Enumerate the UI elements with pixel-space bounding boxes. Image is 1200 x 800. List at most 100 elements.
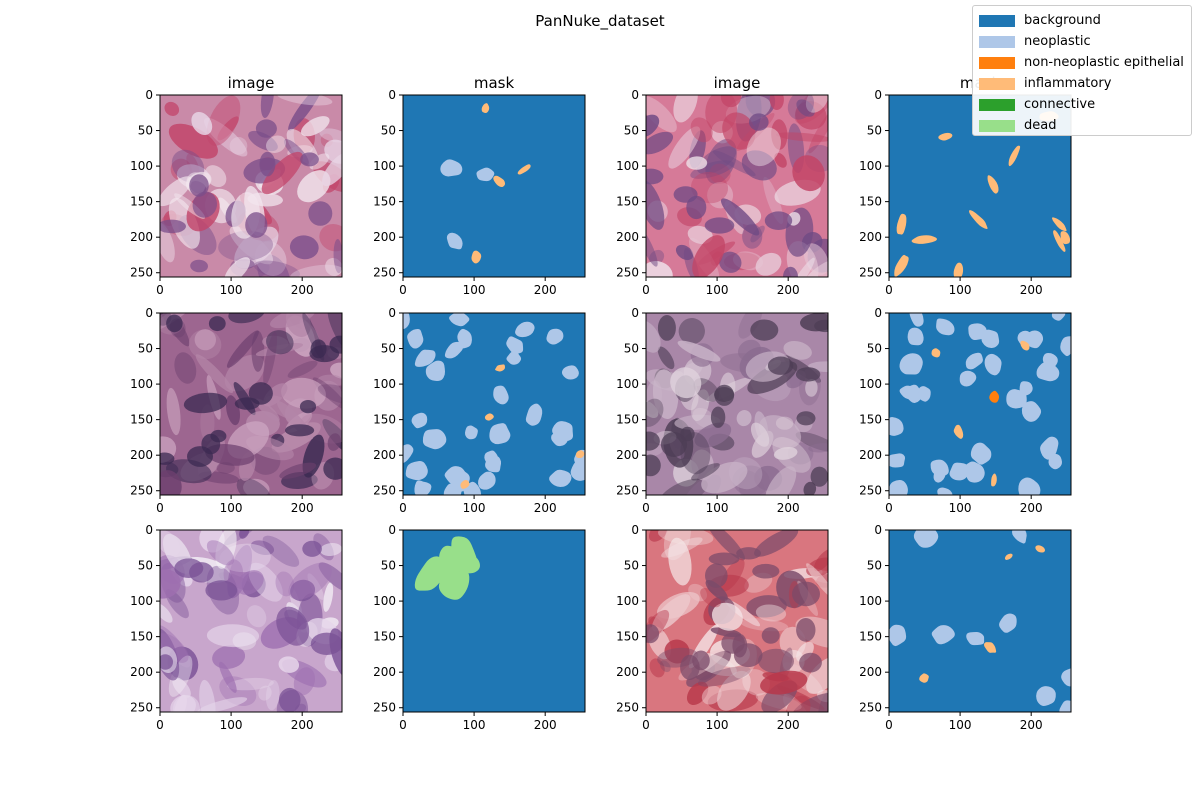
mask-region-neoplastic [899, 353, 923, 375]
segmentation-mask [403, 95, 585, 277]
mask-region-dead [414, 556, 444, 591]
tissue-texture [686, 156, 708, 170]
y-tick-label: 150 [373, 195, 396, 209]
tissue-texture [785, 695, 811, 712]
tissue-texture [204, 117, 248, 157]
mask-background [403, 95, 585, 277]
nucleus [299, 400, 317, 414]
nucleus [736, 547, 761, 560]
axes-frame [888, 312, 1072, 496]
tissue-texture [737, 339, 761, 361]
nucleus [752, 563, 780, 579]
mask-region-neoplastic [930, 459, 949, 477]
tissue-texture [646, 226, 658, 267]
nucleus [708, 552, 740, 566]
mask-region-neoplastic [981, 329, 1000, 349]
y-tick-label: 0 [388, 306, 396, 320]
segmentation-mask [889, 530, 1071, 712]
nucleus [680, 654, 700, 681]
mask-region-inflammatory [894, 254, 909, 277]
legend-label: dead [1024, 118, 1057, 133]
tissue-image [160, 313, 342, 495]
y-tick-label: 100 [616, 159, 639, 173]
axes-frame [645, 529, 829, 713]
panel-title: image [714, 74, 761, 92]
y-tick-label: 50 [381, 559, 396, 573]
mask-region-neoplastic [411, 412, 428, 429]
tissue-texture [229, 137, 248, 155]
y-tick-label: 0 [631, 306, 639, 320]
y-tick-label: 150 [130, 413, 153, 427]
tissue-texture [323, 582, 334, 612]
mask-region-inflammatory [493, 175, 506, 187]
tissue-texture [746, 127, 781, 167]
y-tick-label: 150 [616, 195, 639, 209]
tissue-texture [266, 330, 294, 355]
tissue-texture [188, 329, 222, 360]
tissue-texture [694, 422, 732, 448]
nucleus [660, 432, 688, 457]
legend-item-neoplastic: neoplastic [979, 31, 1191, 52]
legend-swatch [979, 119, 1015, 132]
tissue-texture [774, 152, 787, 168]
x-tick-label: 200 [777, 283, 800, 297]
tissue-image [160, 95, 342, 277]
legend-label: non-neoplastic epithelial [1024, 55, 1184, 70]
tissue-texture [172, 677, 191, 698]
tissue-texture [755, 252, 782, 276]
mask-region-neoplastic [405, 461, 428, 481]
x-tick-label: 100 [949, 283, 972, 297]
y-tick-label: 200 [373, 448, 396, 462]
panel-title: mask [474, 74, 515, 92]
nucleus [160, 654, 173, 670]
y-tick-label: 250 [130, 266, 153, 280]
mask-region-neoplastic [907, 327, 924, 346]
tissue-texture [246, 605, 267, 628]
tissue-texture [720, 198, 760, 236]
nucleus [646, 431, 660, 451]
tissue-texture [657, 346, 675, 370]
tissue-texture [646, 398, 664, 427]
tissue-texture [796, 99, 815, 117]
tissue-texture [680, 432, 711, 475]
mask-region-neoplastic [1048, 453, 1063, 470]
y-tick-label: 150 [859, 413, 882, 427]
tissue-texture [236, 477, 272, 495]
nucleus [308, 201, 333, 226]
y-tick-label: 150 [130, 630, 153, 644]
axes-frame [402, 529, 586, 713]
y-tick-label: 50 [624, 559, 639, 573]
mask-region-inflammatory [896, 213, 907, 235]
mask-region-inflammatory [1020, 340, 1030, 351]
mask-region-neoplastic [1026, 330, 1044, 349]
tissue-texture [646, 179, 665, 230]
x-tick-label: 0 [156, 283, 164, 297]
mask-region-neoplastic [1018, 477, 1041, 495]
y-tick-label: 100 [373, 377, 396, 391]
tissue-texture [200, 404, 215, 442]
y-tick-label: 150 [616, 630, 639, 644]
y-tick-label: 250 [616, 266, 639, 280]
tissue-texture [646, 400, 659, 418]
tissue-texture [285, 313, 311, 337]
tissue-texture [773, 446, 798, 460]
x-tick-label: 100 [706, 283, 729, 297]
tissue-texture [226, 330, 259, 368]
tissue-texture [215, 530, 237, 569]
panel-2: 0 100 200 0 50 100 150 200 250 mask [373, 74, 586, 297]
nucleus [187, 446, 213, 467]
nucleus [767, 356, 794, 375]
tissue-texture [160, 603, 173, 623]
y-tick-label: 150 [130, 195, 153, 209]
tissue-texture [691, 463, 720, 481]
tissue-texture [265, 679, 280, 711]
tissue-texture [277, 95, 333, 106]
mask-region-neoplastic [444, 341, 464, 359]
tissue-texture [808, 109, 828, 154]
x-tick-label: 0 [156, 501, 164, 515]
mask-region-neoplastic [1021, 401, 1042, 422]
mask-region-neoplastic [905, 384, 923, 403]
tissue-image [646, 530, 828, 712]
nucleus [814, 319, 828, 333]
mask-region-inflammatory [1053, 230, 1066, 252]
